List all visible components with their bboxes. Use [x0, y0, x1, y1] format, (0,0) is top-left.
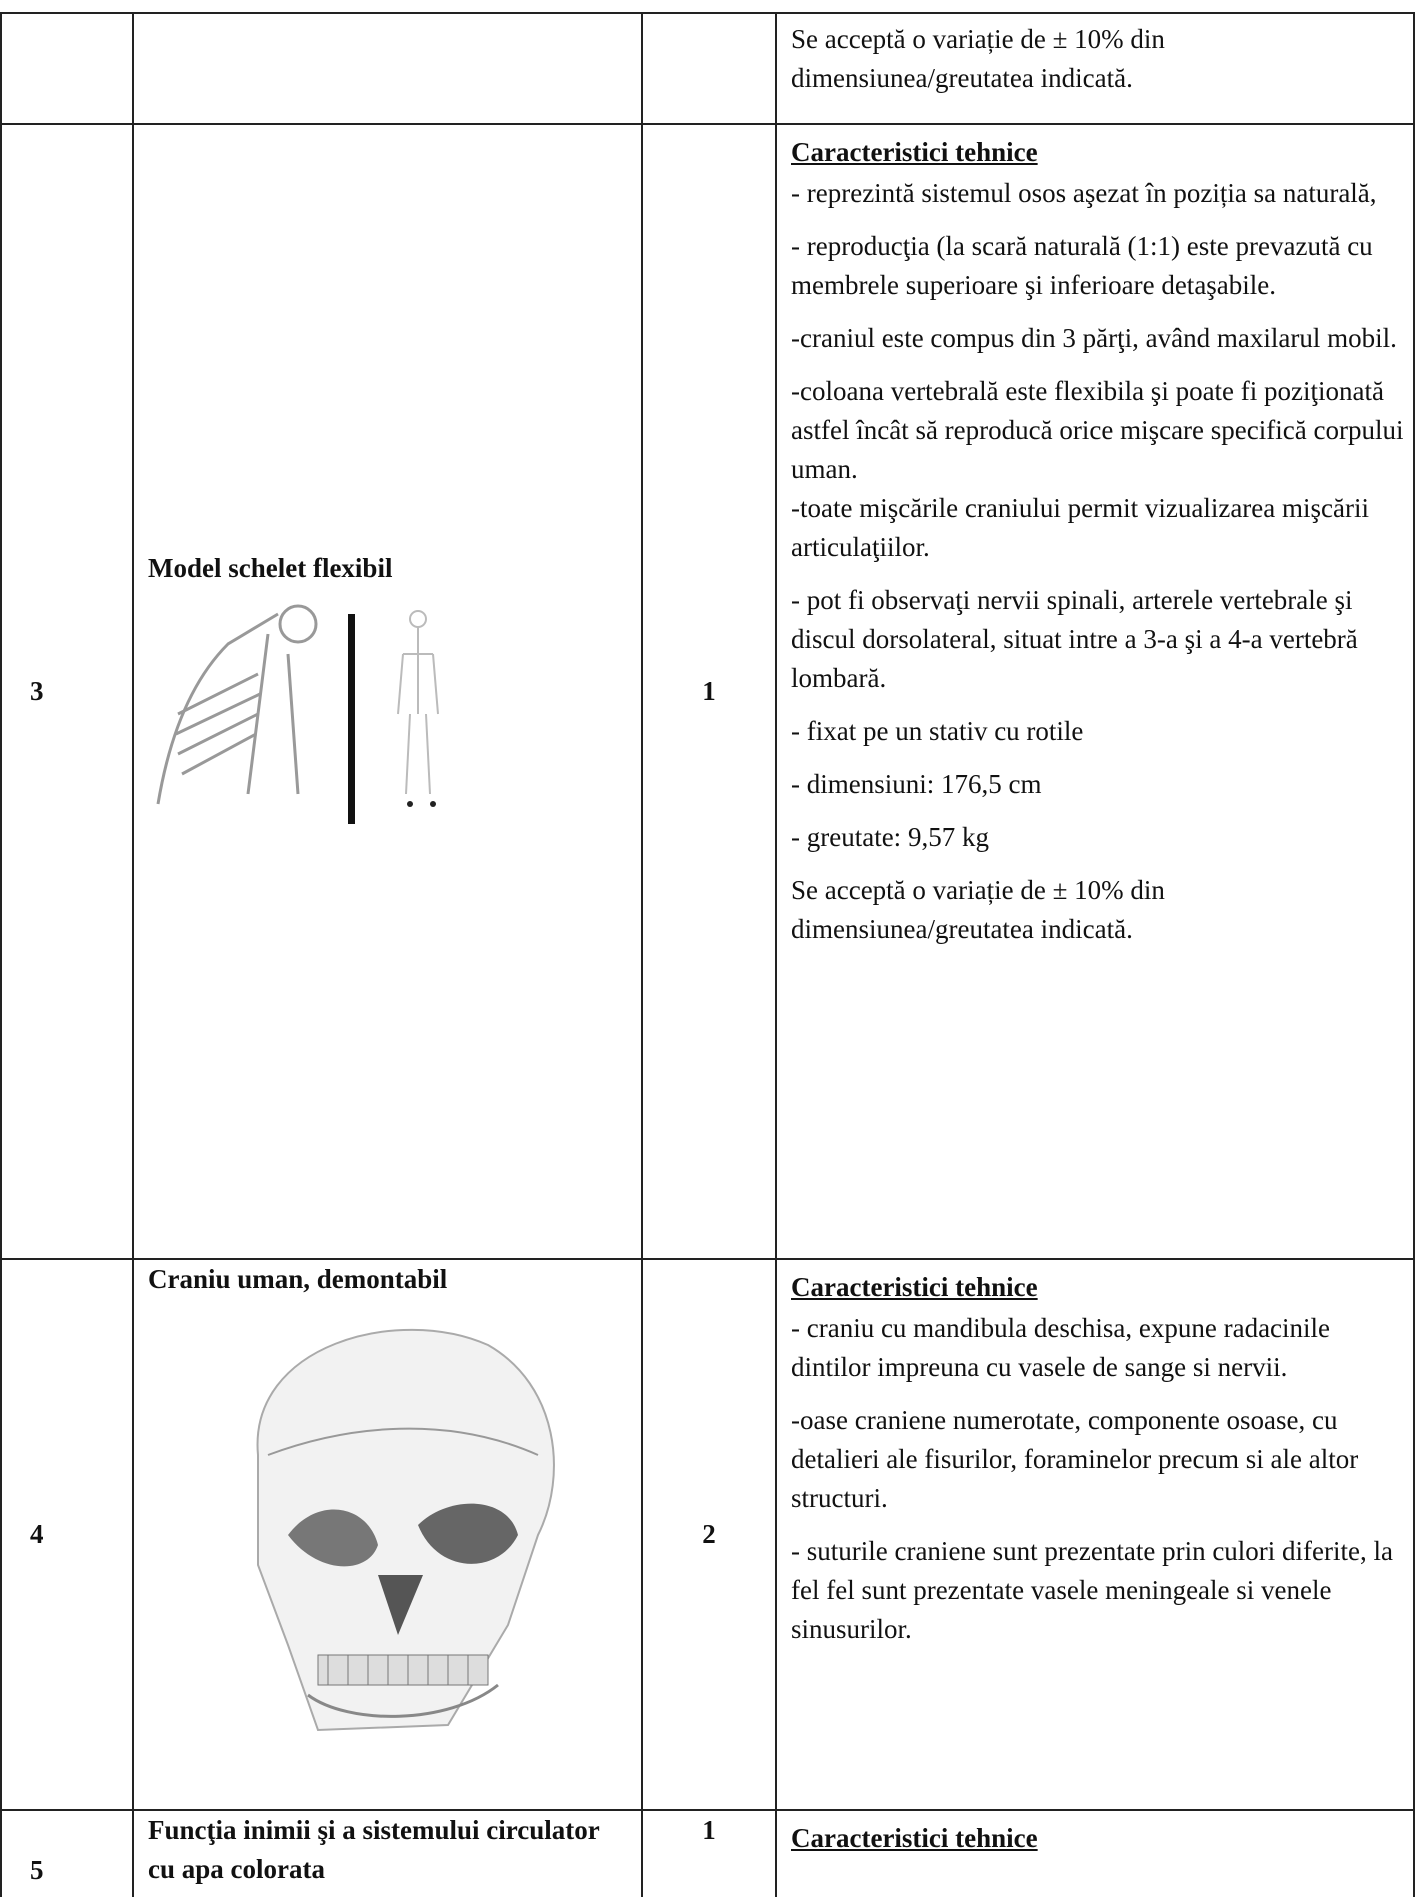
description-cell: Caracteristici tehnice - reprezintă siste…	[775, 123, 1415, 1260]
description-paragraph: - dimensiuni: 176,5 cm	[791, 769, 1042, 799]
quantity-cell: 1	[641, 123, 777, 1260]
number-cell	[0, 12, 134, 125]
table-row: Se acceptă o variație de ± 10% din dimen…	[0, 12, 1415, 125]
quantity-cell: 2	[641, 1258, 777, 1811]
table-row: 4 Craniu uman, demontabil 2 Caracteristici …	[0, 1258, 1415, 1811]
description-paragraph: -coloana vertebrală este flexibila şi po…	[791, 376, 1404, 484]
description-cell: Caracteristici tehnice	[775, 1809, 1415, 1897]
spec-table: Se acceptă o variație de ± 10% din dimen…	[0, 12, 1415, 1897]
quantity: 1	[702, 676, 716, 706]
quantity: 1	[702, 1815, 716, 1845]
quantity-cell	[641, 12, 777, 125]
name-cell	[132, 12, 643, 125]
skull-image	[256, 1328, 555, 1732]
description-paragraph: - fixat pe un stativ cu rotile	[791, 716, 1084, 746]
description-paragraph: -toate mişcările craniului permit vizual…	[791, 493, 1369, 562]
description-cell: Caracteristici tehnice - craniu cu mandib…	[775, 1258, 1415, 1811]
number-cell: 5	[0, 1809, 134, 1897]
table-row: 5 Funcţia inimii şi a sistemului circulat…	[0, 1809, 1415, 1897]
row-number: 4	[30, 1519, 44, 1549]
description-paragraph: - reprezintă sistemul osos aşezat în poz…	[791, 178, 1377, 208]
item-name: Craniu uman, demontabil	[148, 1264, 448, 1294]
description-paragraph: - pot fi observaţi nervii spinali, arter…	[791, 585, 1358, 693]
description-paragraph: -oase craniene numerotate, componente os…	[791, 1405, 1359, 1513]
row-number: 5	[30, 1854, 44, 1885]
skeleton-image	[156, 604, 439, 824]
item-name: Funcţia inimii şi a sistemului circulato…	[148, 1815, 600, 1884]
description-paragraph: -craniul este compus din 3 părţi, având …	[791, 323, 1397, 353]
section-heading: Caracteristici tehnice	[791, 1272, 1038, 1302]
table-row: 3 Model schelet flexibil 1 Caracteristici t…	[0, 123, 1415, 1260]
section-heading: Caracteristici tehnice	[791, 137, 1038, 167]
illustration	[148, 594, 627, 835]
description-paragraph: Se acceptă o variație de ± 10% din dimen…	[791, 24, 1165, 93]
description-paragraph: - craniu cu mandibula deschisa, expune r…	[791, 1313, 1331, 1382]
description-cell: Se acceptă o variație de ± 10% din dimen…	[775, 12, 1415, 125]
description-paragraph: - greutate: 9,57 kg	[791, 822, 989, 852]
description-paragraph: - reproducţia (la scară naturală (1:1) e…	[791, 231, 1373, 300]
description-paragraph: - suturile craniene sunt prezentate prin…	[791, 1536, 1393, 1644]
row-number: 3	[30, 676, 44, 706]
name-cell: Craniu uman, demontabil	[132, 1258, 643, 1811]
number-cell: 4	[0, 1258, 134, 1811]
name-cell: Funcţia inimii şi a sistemului circulato…	[132, 1809, 643, 1897]
item-name: Model schelet flexibil	[148, 552, 393, 583]
quantity-cell: 1	[641, 1809, 777, 1897]
name-cell: Model schelet flexibil	[132, 123, 643, 1260]
section-heading: Caracteristici tehnice	[791, 1823, 1038, 1853]
quantity: 2	[702, 1519, 716, 1549]
number-cell: 3	[0, 123, 134, 1260]
description-paragraph: Se acceptă o variație de ± 10% din dimen…	[791, 875, 1165, 944]
illustration	[198, 1305, 627, 1756]
